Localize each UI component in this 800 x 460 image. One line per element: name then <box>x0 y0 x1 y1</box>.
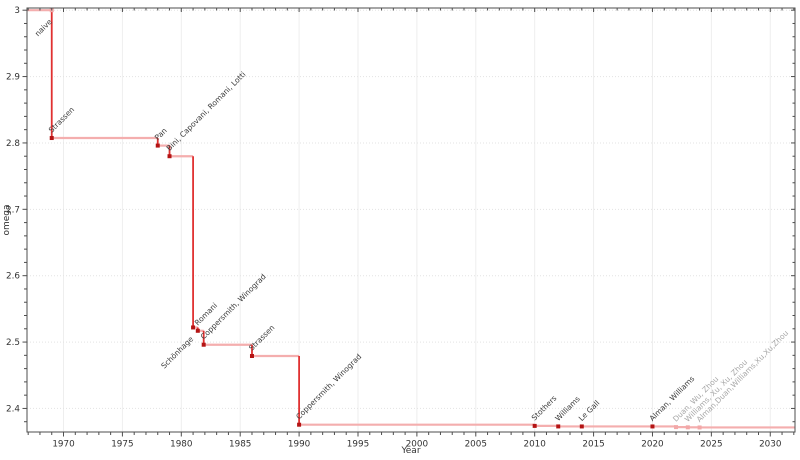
x-tick-label: 2015 <box>582 440 604 450</box>
data-point-marker <box>201 342 206 347</box>
data-point-label: Strassen <box>247 323 277 353</box>
data-point-label-group: Alman,Duan,Williams,Xu,Xu,Zhou <box>695 328 791 424</box>
y-tick-label: 2.9 <box>6 73 20 83</box>
data-point-marker <box>167 154 172 159</box>
data-point-label-group: Bini, Capovani, Romani, Lotti <box>165 70 248 153</box>
data-point-marker <box>556 424 561 429</box>
y-axis-label: omega <box>2 204 12 235</box>
y-tick-label: 3 <box>14 6 20 16</box>
data-point-label-group: Le Gall <box>577 398 601 422</box>
data-series <box>27 8 795 430</box>
data-point-label: Pan <box>153 126 169 142</box>
axes <box>22 7 796 437</box>
x-tick-label: 2020 <box>641 440 664 450</box>
x-tick-label: 2030 <box>759 440 782 450</box>
data-point-label: Bini, Capovani, Romani, Lotti <box>165 70 248 153</box>
data-point-label-group: Schönhage <box>159 334 195 370</box>
data-point-label: Williams, Xu, Xu, Zhou <box>683 357 749 423</box>
x-tick-label: 1975 <box>111 440 133 450</box>
x-tick-label: 2025 <box>700 440 722 450</box>
data-point-marker <box>49 136 54 141</box>
data-point-marker <box>697 425 702 430</box>
gridlines <box>27 8 795 432</box>
y-tick-label: 2.4 <box>6 404 20 414</box>
data-point-marker <box>195 328 200 333</box>
data-point-marker <box>674 425 679 430</box>
y-tick-label: 2.5 <box>6 338 20 348</box>
data-point-label: Schönhage <box>159 334 195 370</box>
x-tick-label: 1980 <box>170 440 193 450</box>
x-tick-label: 1970 <box>52 440 75 450</box>
data-point-marker <box>579 424 584 429</box>
x-tick-label: 2000 <box>406 440 429 450</box>
y-tick-label: 2.6 <box>6 272 20 282</box>
x-tick-label: 1995 <box>347 440 369 450</box>
data-point-marker <box>191 325 196 330</box>
x-tick-label: 2005 <box>465 440 487 450</box>
x-axis-label: Year <box>400 446 420 456</box>
data-point-label: Le Gall <box>577 398 601 422</box>
data-point-label: Alman,Duan,Williams,Xu,Xu,Zhou <box>695 328 791 424</box>
plot-border <box>26 7 796 433</box>
data-point-label-group: Williams, Xu, Xu, Zhou <box>683 357 749 423</box>
y-tick-label: 2.7 <box>6 205 20 215</box>
data-point-label-group: Strassen <box>247 323 277 353</box>
x-tick-label: 2010 <box>523 440 546 450</box>
tick-labels: 1970 1975 1980 1985 1990 1995 2000 2005 2010 2015… <box>6 6 782 449</box>
x-tick-label: 1985 <box>229 440 251 450</box>
data-point-marker <box>297 422 302 427</box>
data-point-marker <box>650 424 655 429</box>
data-point-marker <box>532 423 537 428</box>
data-point-label-group: Coppersmith, Winograd <box>294 352 363 421</box>
data-point-label-group: Pan <box>153 126 169 142</box>
data-point-marker <box>685 425 690 430</box>
x-tick-label: 1990 <box>288 440 311 450</box>
y-tick-label: 2.8 <box>6 139 20 149</box>
data-point-marker <box>249 354 254 359</box>
data-point-label: Coppersmith, Winograd <box>294 352 363 421</box>
data-point-marker <box>155 143 160 148</box>
